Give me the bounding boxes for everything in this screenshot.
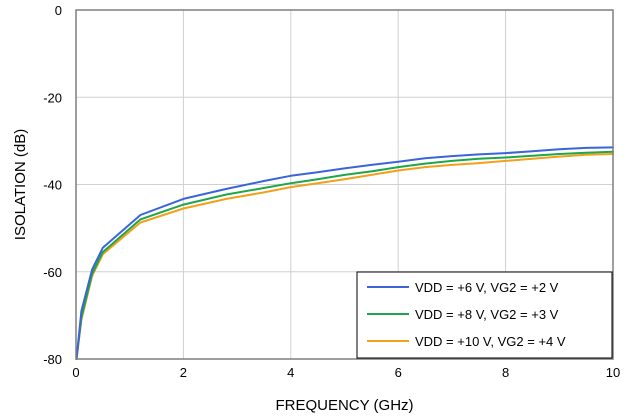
series-line-1 <box>75 146 614 360</box>
y-axis-title: ISOLATION (dB) <box>12 129 29 240</box>
y-tick-label: 0 <box>55 3 62 18</box>
y-tick-label: -40 <box>43 178 62 193</box>
legend: VDD = +6 V, VG2 = +2 V VDD = +8 V, VG2 =… <box>356 271 613 359</box>
tick-labels: 0 2 4 6 8 10 0 -20 -40 -60 -80 <box>43 3 620 380</box>
x-tick-label: 2 <box>180 365 187 380</box>
legend-label-series-2: VDD = +8 V, VG2 = +3 V <box>415 307 559 322</box>
series-line-2 <box>75 150 614 360</box>
x-tick-label: 6 <box>395 365 402 380</box>
x-tick-label: 8 <box>502 365 509 380</box>
series-line-3 <box>75 153 614 360</box>
plot-frame <box>75 9 614 360</box>
y-tick-label: -60 <box>43 265 62 280</box>
y-tick-label: -80 <box>43 352 62 367</box>
legend-label-series-3: VDD = +10 V, VG2 = +4 V <box>415 334 566 349</box>
x-tick-label: 4 <box>287 365 294 380</box>
series-lines <box>75 146 614 360</box>
legend-label-series-1: VDD = +6 V, VG2 = +2 V <box>415 280 559 295</box>
x-tick-label: 0 <box>72 365 79 380</box>
x-tick-label: 10 <box>606 365 620 380</box>
x-axis-title: FREQUENCY (GHz) <box>275 397 413 414</box>
y-tick-label: -20 <box>43 90 62 105</box>
